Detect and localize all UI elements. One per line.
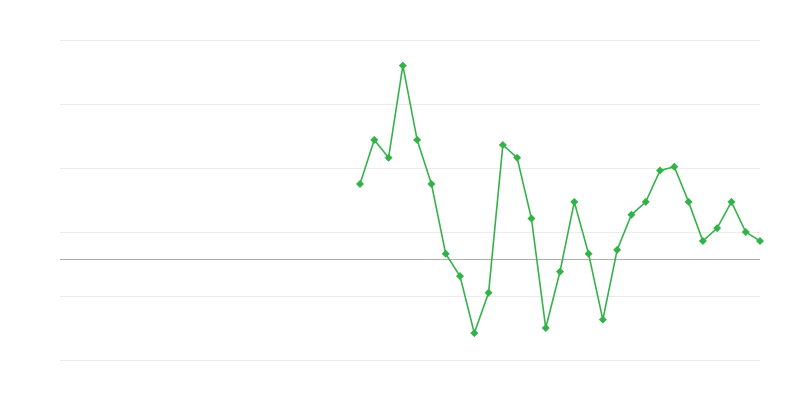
data-point[interactable] (527, 214, 536, 223)
data-point[interactable] (656, 166, 664, 175)
data-point[interactable] (727, 197, 736, 206)
series-group (356, 61, 764, 338)
data-point[interactable] (598, 315, 607, 324)
series-line (359, 65, 761, 336)
data-point[interactable] (613, 245, 622, 254)
data-point[interactable] (384, 153, 393, 162)
data-point[interactable] (541, 324, 550, 332)
data-point[interactable] (684, 197, 693, 206)
data-point[interactable] (627, 210, 636, 219)
data-point[interactable] (713, 224, 722, 233)
data-point[interactable] (456, 272, 464, 281)
data-point[interactable] (584, 249, 593, 258)
data-point[interactable] (513, 153, 522, 162)
data-point[interactable] (698, 236, 707, 245)
data-point[interactable] (484, 288, 493, 297)
data-point[interactable] (756, 236, 764, 245)
data-point[interactable] (356, 180, 364, 188)
data-point[interactable] (498, 140, 507, 149)
data-point[interactable] (427, 180, 436, 188)
gridlines (60, 40, 760, 361)
data-point[interactable] (441, 249, 450, 258)
data-point[interactable] (556, 267, 564, 276)
data-point[interactable] (741, 228, 750, 236)
data-point[interactable] (670, 162, 679, 171)
data-point[interactable] (570, 197, 579, 206)
data-point[interactable] (398, 61, 407, 70)
data-point[interactable] (470, 329, 479, 338)
data-point[interactable] (413, 135, 422, 144)
data-point[interactable] (370, 135, 379, 144)
data-point[interactable] (641, 197, 650, 206)
